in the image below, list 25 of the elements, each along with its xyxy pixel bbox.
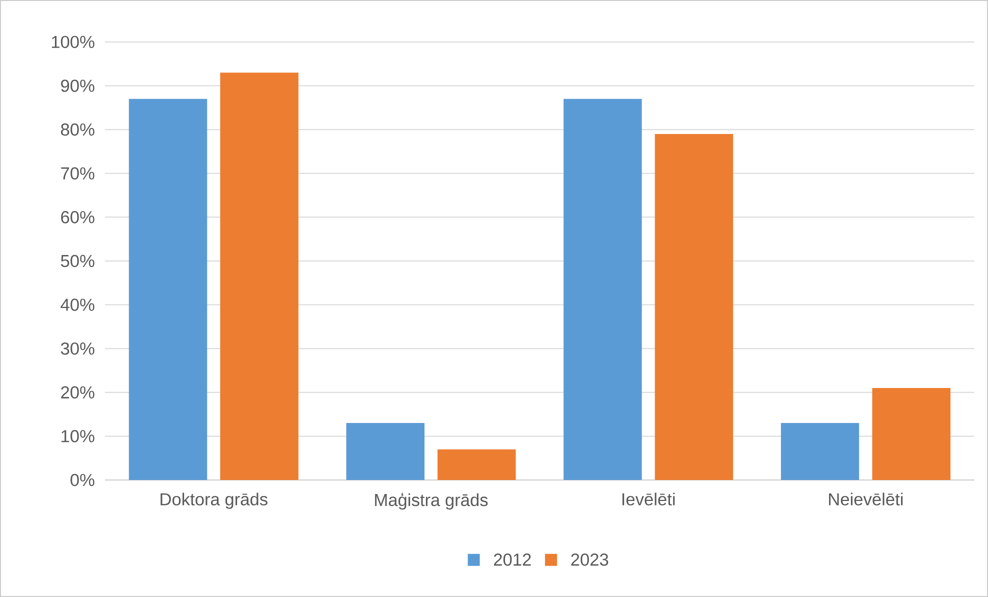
bar (654, 134, 734, 480)
x-tick-label: Neievēlēti (829, 492, 903, 506)
y-tick-label: 80% (60, 123, 94, 136)
bar (438, 449, 516, 480)
y-tick-label: 10% (62, 430, 94, 442)
y-tick-label: 60% (61, 211, 94, 224)
legend-label: 2012 (494, 554, 531, 566)
x-tick-label: Maģistra grāds (375, 492, 488, 510)
y-tick-label: 100% (52, 36, 94, 48)
y-tick-label: 70% (61, 167, 94, 180)
y-tick-label: 40% (60, 298, 94, 311)
y-tick-label: 90% (61, 80, 94, 92)
bar (346, 423, 424, 480)
y-tick-label: 30% (60, 342, 94, 355)
x-tick-label: Ievēlēti (622, 492, 675, 506)
y-tick-label: 20% (61, 386, 94, 399)
x-tick-label: Doktora grāds (160, 492, 268, 509)
y-tick-label: 0% (70, 474, 94, 486)
bar (220, 72, 298, 480)
bar (780, 423, 860, 480)
bar (128, 98, 208, 480)
bar (872, 388, 950, 480)
legend-label: 2023 (571, 554, 608, 566)
bar (564, 98, 642, 480)
y-tick-label: 50% (60, 254, 94, 268)
